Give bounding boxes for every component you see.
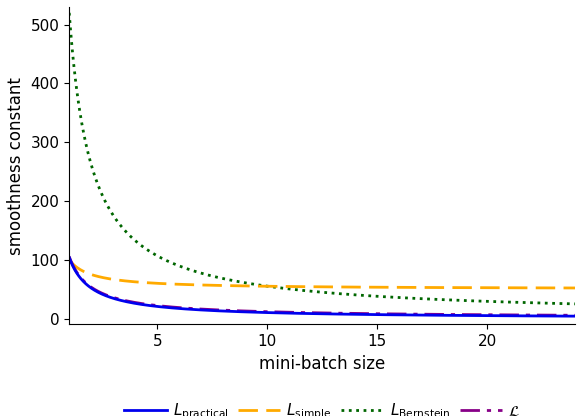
Legend: $L_{\mathrm{practical}}$, $L_{\mathrm{simple}}$, $L_{\mathrm{Bernstein}}$, $\mat: $L_{\mathrm{practical}}$, $L_{\mathrm{si…: [118, 396, 527, 416]
Y-axis label: smoothness constant: smoothness constant: [7, 77, 25, 255]
X-axis label: mini-batch size: mini-batch size: [259, 355, 385, 373]
